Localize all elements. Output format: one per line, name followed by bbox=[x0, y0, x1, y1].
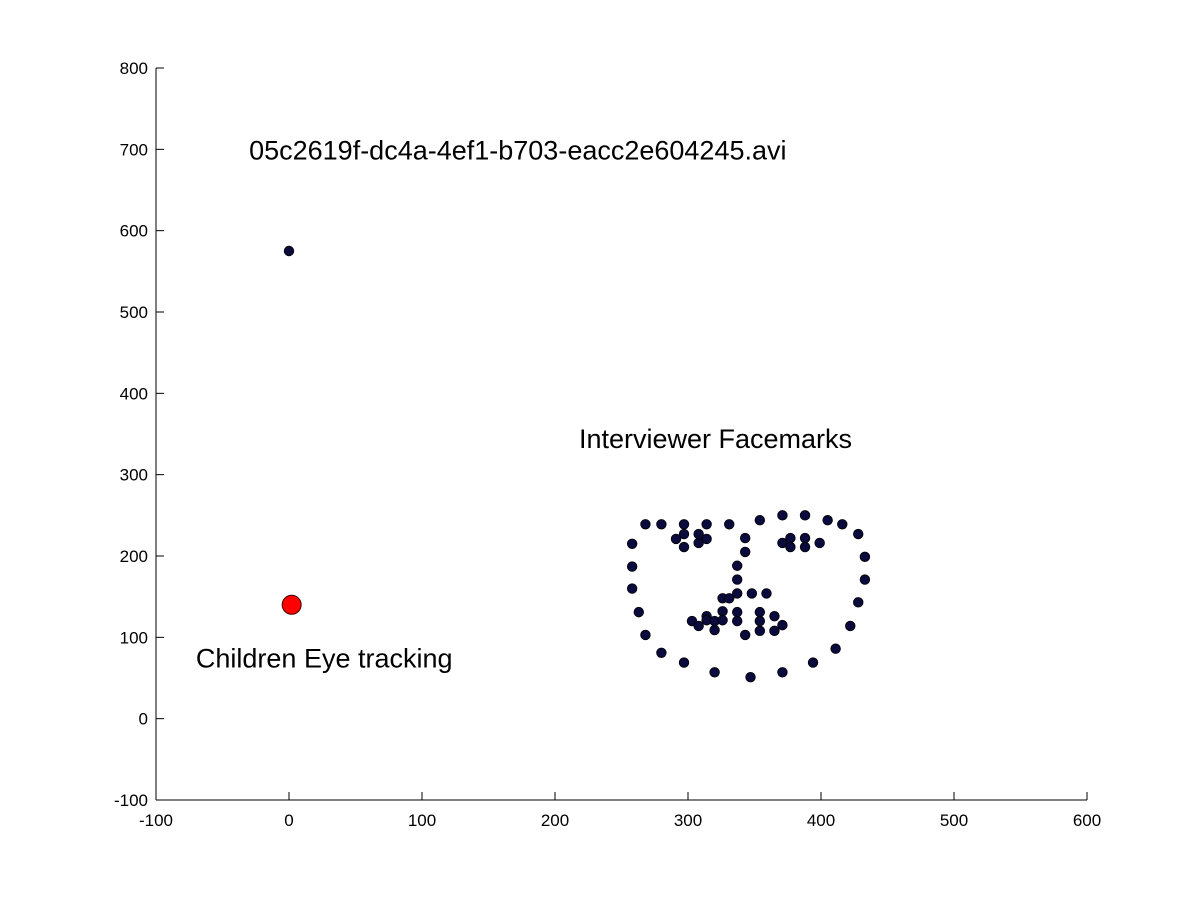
facemark-point bbox=[777, 667, 788, 678]
facemark-point bbox=[746, 588, 758, 599]
facemark-point bbox=[732, 588, 743, 599]
facemark-point bbox=[859, 551, 871, 563]
annotation-text: 05c2619f-dc4a-4ef1-b703-eacc2e604245.avi bbox=[249, 135, 786, 165]
eye-tracking-point bbox=[281, 594, 302, 615]
facemark-point bbox=[769, 610, 780, 622]
facemark-point bbox=[678, 541, 690, 553]
axes: -100 0 100 200 300 400 500 600 -100 0 100 200 300 400… bbox=[114, 59, 1101, 830]
facemark-point bbox=[693, 528, 704, 540]
facemark-point bbox=[830, 643, 841, 654]
facemark-point bbox=[761, 588, 772, 599]
facemark-point bbox=[732, 574, 743, 585]
facemark-point bbox=[717, 615, 728, 626]
facemark-point bbox=[724, 519, 735, 530]
y-tick-label: 400 bbox=[120, 384, 148, 403]
facemark-point bbox=[859, 574, 871, 585]
facemark-point bbox=[853, 597, 864, 608]
facemark-point bbox=[640, 629, 651, 641]
facemark-point bbox=[777, 619, 788, 631]
facemark-point bbox=[799, 532, 811, 544]
y-tick-label: -100 bbox=[114, 791, 148, 810]
x-tick-label: 500 bbox=[940, 811, 968, 830]
facemark-point bbox=[785, 532, 796, 544]
facemark-point bbox=[845, 620, 856, 632]
x-tick-label: 100 bbox=[408, 811, 436, 830]
y-tick-label: 100 bbox=[120, 628, 148, 647]
facemark-point bbox=[709, 667, 720, 678]
facemark-point bbox=[717, 606, 728, 617]
facemark-point bbox=[754, 625, 766, 637]
facemark-point bbox=[754, 606, 766, 618]
facemark-point bbox=[777, 510, 788, 521]
facemark-point bbox=[640, 519, 651, 530]
facemark-point bbox=[732, 606, 743, 618]
facemark-point bbox=[701, 519, 712, 530]
y-tick-label: 0 bbox=[139, 710, 148, 729]
facemark-point bbox=[693, 620, 704, 632]
facemark-point bbox=[754, 515, 766, 526]
facemark-point bbox=[822, 515, 833, 526]
facemark-point bbox=[807, 657, 819, 668]
facemark-point bbox=[739, 629, 751, 641]
facemark-point bbox=[739, 546, 751, 558]
facemark-point bbox=[670, 533, 682, 545]
facemark-point bbox=[626, 583, 638, 594]
facemark-point bbox=[656, 647, 667, 658]
facemark-point bbox=[626, 561, 638, 572]
facemark-point bbox=[732, 560, 743, 571]
facemark-point bbox=[785, 541, 796, 553]
x-tick-label: 0 bbox=[284, 811, 293, 830]
facemark-point bbox=[799, 541, 811, 553]
facemark-point bbox=[283, 245, 295, 257]
y-tick-label: 800 bbox=[120, 59, 148, 78]
facemark-point bbox=[769, 625, 780, 637]
x-tick-label: 300 bbox=[674, 811, 702, 830]
y-tick-label: 600 bbox=[120, 222, 148, 241]
facemark-point bbox=[656, 519, 667, 530]
facemark-point bbox=[709, 624, 720, 636]
facemark-point bbox=[678, 519, 690, 530]
x-tick-label: 600 bbox=[1073, 811, 1101, 830]
y-tick-label: 500 bbox=[120, 303, 148, 322]
y-tick-label: 700 bbox=[120, 140, 148, 159]
x-tick-label: 400 bbox=[807, 811, 835, 830]
facemark-point bbox=[626, 538, 638, 550]
facemark-point bbox=[678, 657, 690, 668]
facemark-point bbox=[724, 593, 735, 604]
facemark-point bbox=[732, 615, 743, 627]
facemark-point bbox=[745, 671, 756, 683]
facemark-point bbox=[678, 528, 690, 540]
annotation-text: Children Eye tracking bbox=[196, 644, 453, 674]
facemark-point bbox=[754, 615, 766, 627]
y-tick-label: 300 bbox=[120, 466, 148, 485]
facemark-point bbox=[799, 510, 811, 521]
facemark-point bbox=[814, 537, 825, 549]
annotations: 05c2619f-dc4a-4ef1-b703-eacc2e604245.avi… bbox=[196, 135, 852, 673]
facemark-point bbox=[739, 532, 751, 544]
facemark-point bbox=[633, 606, 644, 618]
x-tick-label: 200 bbox=[541, 811, 569, 830]
facemark-point bbox=[837, 519, 848, 530]
facemark-point bbox=[853, 528, 864, 540]
annotation-text: Interviewer Facemarks bbox=[579, 424, 852, 454]
x-tick-label: -100 bbox=[139, 811, 173, 830]
facemark-point bbox=[701, 533, 712, 545]
data-points bbox=[281, 245, 871, 683]
y-tick-label: 200 bbox=[120, 547, 148, 566]
